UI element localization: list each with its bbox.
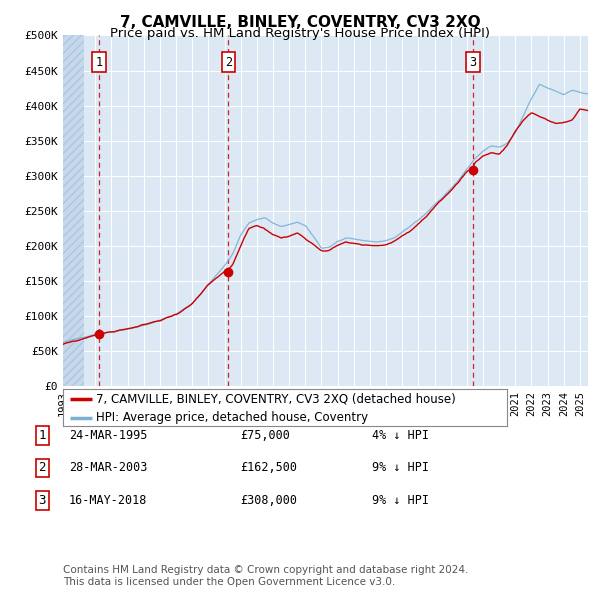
Text: 2: 2 xyxy=(38,461,46,474)
Text: 1: 1 xyxy=(38,429,46,442)
Text: 3: 3 xyxy=(469,55,476,68)
Text: 9% ↓ HPI: 9% ↓ HPI xyxy=(372,494,429,507)
Text: £162,500: £162,500 xyxy=(240,461,297,474)
Text: 9% ↓ HPI: 9% ↓ HPI xyxy=(372,461,429,474)
Text: 28-MAR-2003: 28-MAR-2003 xyxy=(69,461,148,474)
Text: 7, CAMVILLE, BINLEY, COVENTRY, CV3 2XQ (detached house): 7, CAMVILLE, BINLEY, COVENTRY, CV3 2XQ (… xyxy=(96,393,456,406)
Text: £308,000: £308,000 xyxy=(240,494,297,507)
Text: 3: 3 xyxy=(38,494,46,507)
Text: Contains HM Land Registry data © Crown copyright and database right 2024.
This d: Contains HM Land Registry data © Crown c… xyxy=(63,565,469,587)
Text: £75,000: £75,000 xyxy=(240,429,290,442)
Text: Price paid vs. HM Land Registry's House Price Index (HPI): Price paid vs. HM Land Registry's House … xyxy=(110,27,490,40)
Text: 4% ↓ HPI: 4% ↓ HPI xyxy=(372,429,429,442)
Text: 1: 1 xyxy=(95,55,103,68)
Text: 24-MAR-1995: 24-MAR-1995 xyxy=(69,429,148,442)
Text: 2: 2 xyxy=(225,55,232,68)
Text: 7, CAMVILLE, BINLEY, COVENTRY, CV3 2XQ: 7, CAMVILLE, BINLEY, COVENTRY, CV3 2XQ xyxy=(119,15,481,30)
Text: HPI: Average price, detached house, Coventry: HPI: Average price, detached house, Cove… xyxy=(96,411,368,424)
Text: 16-MAY-2018: 16-MAY-2018 xyxy=(69,494,148,507)
